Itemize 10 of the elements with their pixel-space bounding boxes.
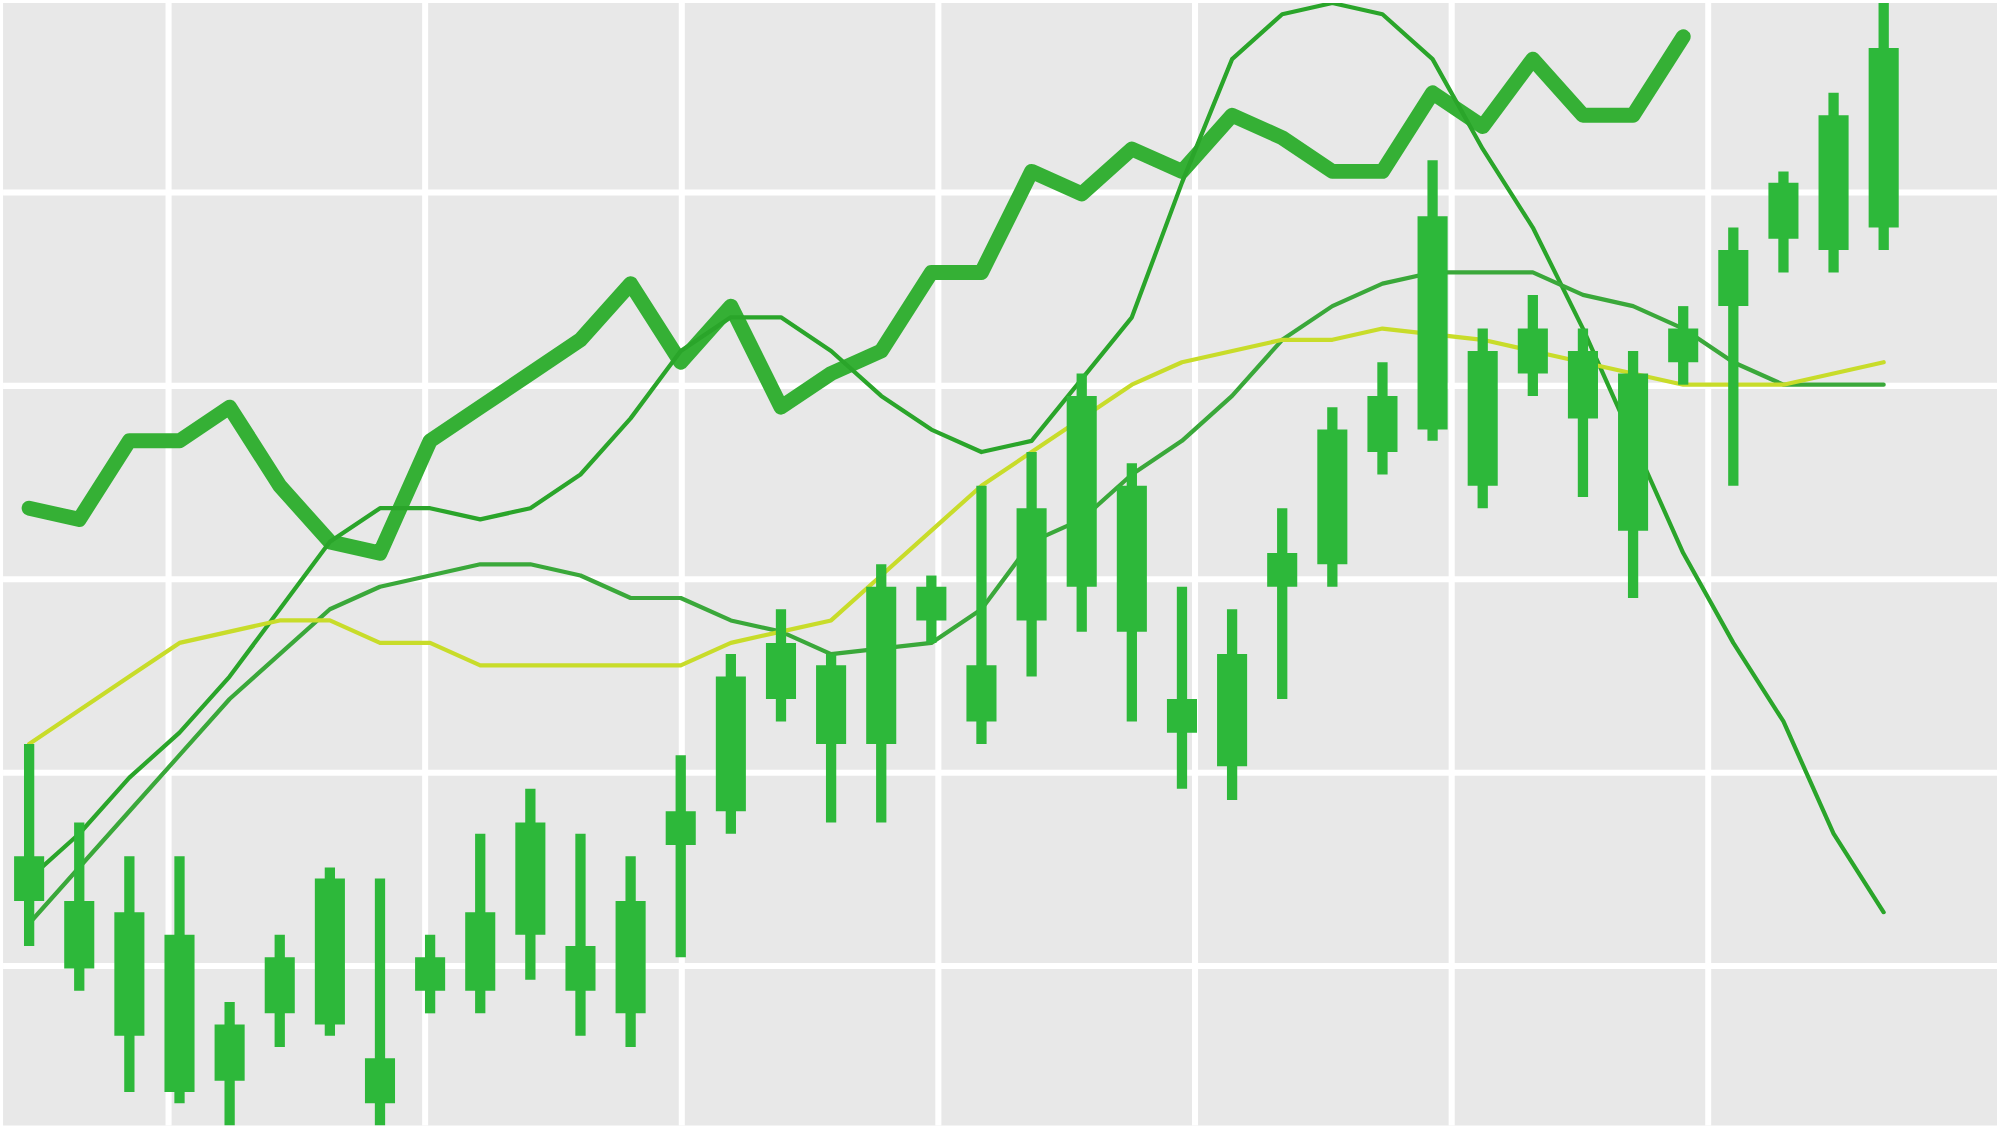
candlestick (1668, 305, 1699, 385)
candlestick (1267, 507, 1298, 699)
candlestick (364, 878, 396, 1126)
candlestick (665, 754, 696, 957)
candlestick (14, 743, 45, 946)
candlestick (415, 934, 446, 1014)
candlestick (1166, 586, 1197, 789)
candlestick (1517, 294, 1548, 396)
candlestick (565, 833, 596, 1036)
candlestick (916, 575, 947, 643)
